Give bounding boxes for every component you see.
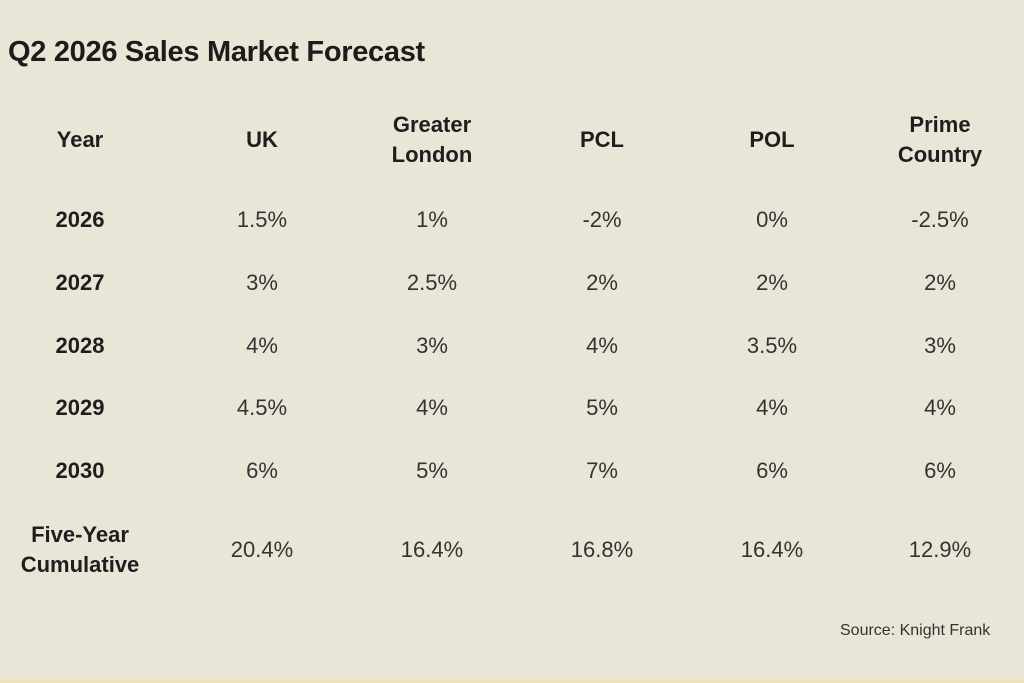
table-cell: 0%: [756, 207, 788, 232]
column-header: Prime Country: [897, 112, 983, 167]
column-header: Year: [56, 127, 104, 152]
row-year-label: 2030: [55, 458, 105, 483]
table-cell: 16.4%: [740, 537, 804, 562]
row-year-label: Five-Year Cumulative: [20, 522, 140, 577]
table-cell: 20.4%: [230, 537, 294, 562]
column-header: POL: [749, 127, 795, 152]
row-year-label: 2027: [55, 270, 105, 295]
table-cell: 16.4%: [400, 537, 464, 562]
table-cell: 6%: [756, 458, 788, 483]
table-cell: 16.8%: [570, 537, 634, 562]
table-cell: 2.5%: [406, 270, 458, 295]
source-note: Source: Knight Frank: [840, 622, 991, 639]
table-cell: 3%: [416, 333, 448, 358]
table-cell: 1.5%: [236, 207, 288, 232]
table-cell: 4%: [924, 395, 956, 420]
table-cell: 1%: [416, 207, 448, 232]
table-cell: -2.5%: [911, 207, 969, 232]
table-cell: 3%: [246, 270, 278, 295]
column-header: PCL: [580, 127, 624, 152]
table-cell: 2%: [586, 270, 618, 295]
table-cell: 3.5%: [746, 333, 798, 358]
table-cell: -2%: [582, 207, 622, 232]
table-cell: 12.9%: [908, 537, 972, 562]
table-cell: 6%: [246, 458, 278, 483]
row-year-label: 2029: [55, 395, 105, 420]
table-cell: 4%: [586, 333, 618, 358]
bottom-divider: [0, 680, 1024, 683]
table-cell: 2%: [924, 270, 956, 295]
page-title: Q2 2026 Sales Market Forecast: [8, 36, 425, 68]
table-cell: 4.5%: [236, 395, 288, 420]
table-cell: 3%: [924, 333, 956, 358]
table-cell: 6%: [924, 458, 956, 483]
table-cell: 7%: [586, 458, 618, 483]
table-cell: 4%: [246, 333, 278, 358]
column-header: Greater London: [391, 112, 473, 167]
row-year-label: 2026: [55, 207, 105, 232]
table-cell: 4%: [416, 395, 448, 420]
table-cell: 5%: [586, 395, 618, 420]
table-cell: 5%: [416, 458, 448, 483]
table-cell: 2%: [756, 270, 788, 295]
row-year-label: 2028: [55, 333, 105, 358]
column-header: UK: [246, 127, 278, 152]
table-cell: 4%: [756, 395, 788, 420]
